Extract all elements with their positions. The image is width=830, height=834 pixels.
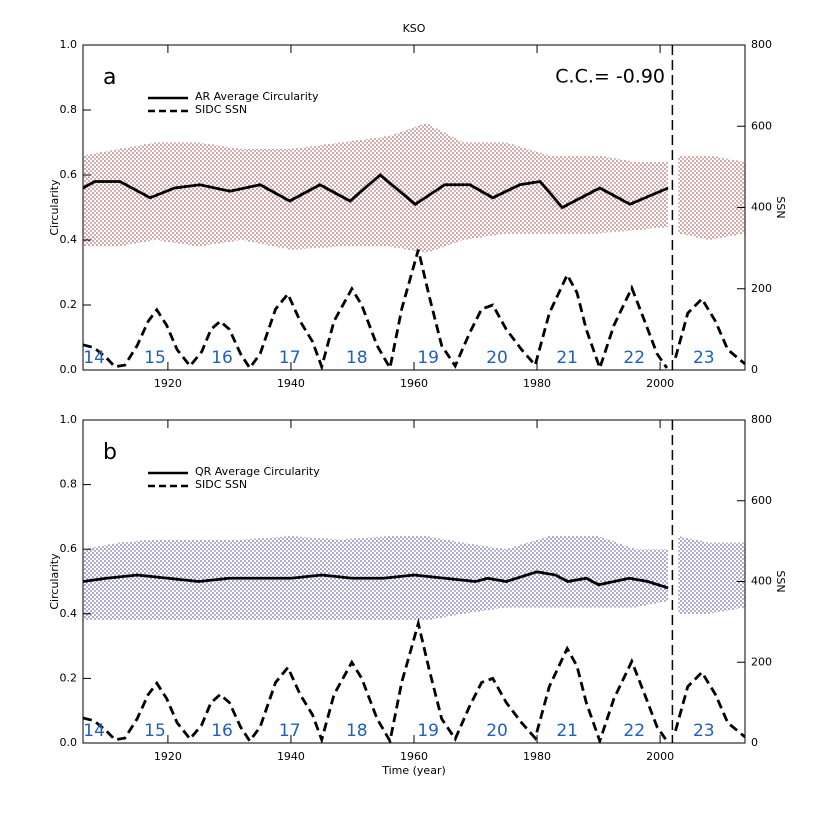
y2-axis-label: SSN	[774, 570, 787, 592]
cycle-number: 15	[144, 721, 166, 741]
cycle-number: 14	[83, 348, 105, 368]
y2-tick-label: 0	[751, 363, 758, 376]
cycle-number: 17	[279, 721, 301, 741]
cycle-number: 23	[693, 348, 715, 368]
cycle-number: 16	[211, 721, 233, 741]
y-tick-label: 0.4	[60, 607, 78, 620]
y2-tick-label: 200	[751, 655, 772, 668]
cycle-number: 19	[417, 721, 439, 741]
y2-tick-label: 600	[751, 119, 772, 132]
y2-tick-label: 800	[751, 38, 772, 51]
y-tick-label: 0.8	[60, 103, 78, 116]
y-axis-label: Circularity	[48, 553, 61, 610]
x-tick-label: 1920	[154, 750, 182, 763]
legend-label: SIDC SSN	[195, 478, 247, 491]
y2-tick-label: 600	[751, 494, 772, 507]
y2-tick-label: 800	[751, 413, 772, 426]
x-tick-label: 2000	[646, 377, 674, 390]
y2-tick-label: 400	[751, 575, 772, 588]
panel-label: b	[103, 440, 117, 465]
cycle-number: 21	[556, 348, 578, 368]
cycle-number: 21	[556, 721, 578, 741]
cycle-number: 16	[211, 348, 233, 368]
point-cloud	[83, 123, 745, 253]
cycle-number: 17	[279, 348, 301, 368]
legend-label: QR Average Circularity	[195, 465, 320, 478]
x-tick-label: 2000	[646, 750, 674, 763]
x-tick-label: 1920	[154, 377, 182, 390]
y-tick-label: 0.0	[60, 363, 78, 376]
correlation-annotation: C.C.= -0.90	[555, 66, 665, 88]
y2-tick-label: 0	[751, 736, 758, 749]
cycle-number: 14	[83, 721, 105, 741]
y-tick-label: 0.6	[60, 168, 78, 181]
cycle-number: 15	[144, 348, 166, 368]
legend-label: SIDC SSN	[195, 103, 247, 116]
ssn-line	[83, 249, 745, 370]
x-tick-label: 1980	[523, 377, 551, 390]
legend-label: AR Average Circularity	[195, 90, 319, 103]
y-tick-label: 0.8	[60, 478, 78, 491]
average-line	[83, 570, 669, 590]
y-tick-label: 0.0	[60, 736, 78, 749]
x-axis-label: Time (year)	[381, 764, 446, 777]
cycle-number: 20	[486, 348, 508, 368]
cycle-number: 19	[417, 348, 439, 368]
y-tick-label: 0.4	[60, 233, 78, 246]
ssn-line	[83, 617, 745, 743]
panel-label: a	[103, 65, 116, 90]
y-tick-label: 1.0	[60, 413, 78, 426]
average-line	[83, 173, 669, 210]
point-cloud	[83, 536, 745, 621]
cycle-number: 23	[693, 721, 715, 741]
y2-axis-label: SSN	[774, 196, 787, 218]
y-tick-label: 0.6	[60, 542, 78, 555]
cycle-number: 22	[623, 721, 645, 741]
x-tick-label: 1960	[400, 750, 428, 763]
y2-tick-label: 400	[751, 201, 772, 214]
x-tick-label: 1940	[277, 750, 305, 763]
x-tick-label: 1960	[400, 377, 428, 390]
cycle-number: 18	[346, 721, 368, 741]
cycle-number: 22	[623, 348, 645, 368]
y-axis-label: Circularity	[48, 179, 61, 236]
y-tick-label: 0.2	[60, 671, 78, 684]
y2-tick-label: 200	[751, 282, 772, 295]
x-tick-label: 1940	[277, 377, 305, 390]
cycle-number: 18	[346, 348, 368, 368]
y-tick-label: 1.0	[60, 38, 78, 51]
cycle-number: 20	[486, 721, 508, 741]
y-tick-label: 0.2	[60, 298, 78, 311]
chart-title: KSO	[403, 22, 426, 35]
x-tick-label: 1980	[523, 750, 551, 763]
